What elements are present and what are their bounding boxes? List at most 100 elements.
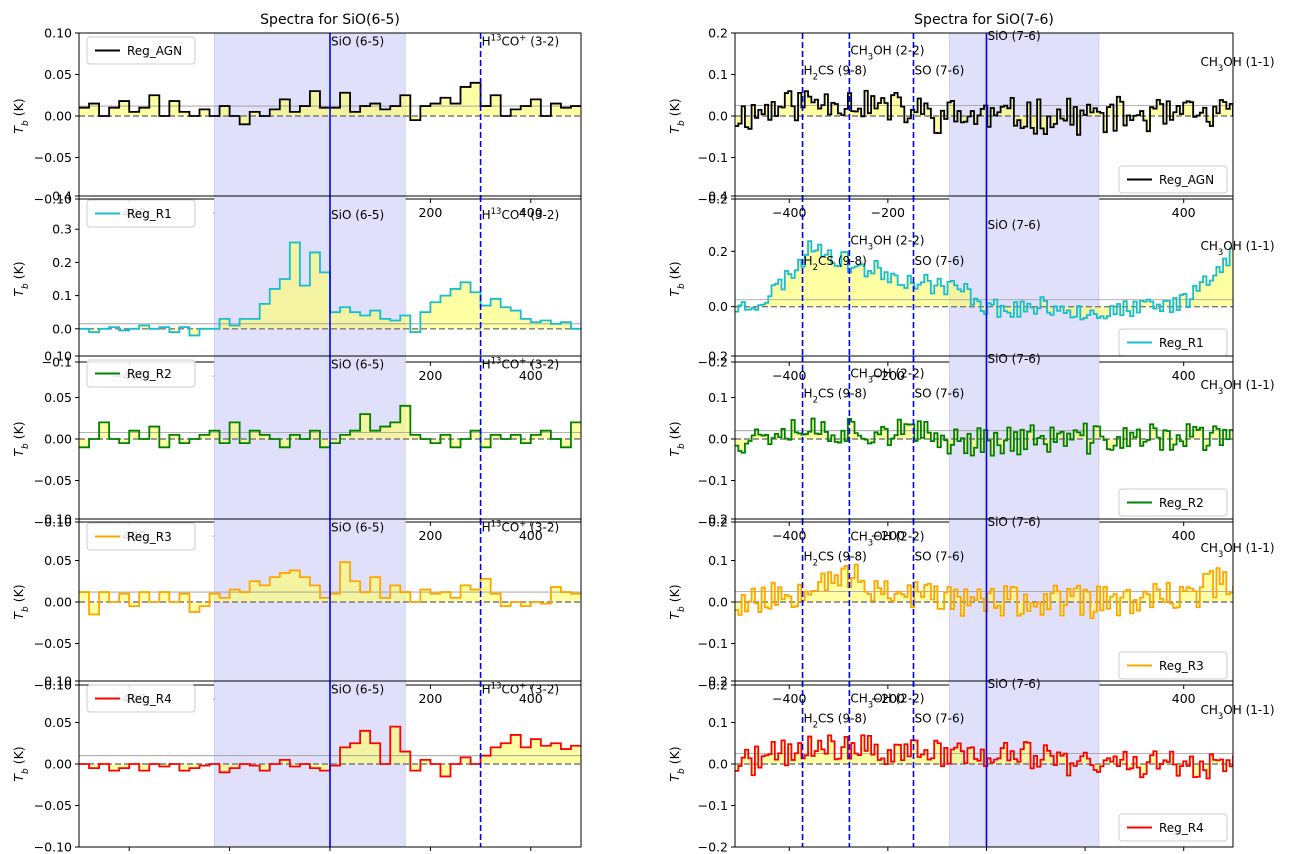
y-tick-label: −0.05 — [34, 473, 72, 488]
line-label: CH3OH (1-1) — [1200, 541, 1274, 560]
line-label: CH3OH (1-1) — [1200, 703, 1274, 722]
x-tick-label: 400 — [519, 368, 543, 383]
line-label: SiO (7-6) — [987, 218, 1040, 232]
legend-box — [86, 36, 196, 65]
y-tick-label: 0.1 — [708, 67, 728, 82]
legend: Reg_R3 — [1118, 651, 1228, 680]
legend-box — [86, 359, 196, 388]
y-tick-label: −0.05 — [34, 798, 72, 813]
spectrum-line — [79, 241, 581, 337]
panel-sio76-reg-agn: H2CS (9-8)CH3OH (2-2)SO (7-6) SiO (7-6) CH… — [667, 12, 1275, 220]
y-axis-label: Tb (K) — [11, 584, 31, 619]
line-label: SiO (6-5) — [331, 357, 384, 371]
spectrum-line — [735, 734, 1233, 780]
y-tick-label: 0.05 — [44, 553, 72, 568]
y-tick-label: −0.2 — [698, 678, 728, 693]
y-tick-label: 0.1 — [708, 390, 728, 405]
line-label: SiO (7-6) — [987, 515, 1040, 529]
legend-label: Reg_R2 — [127, 367, 172, 381]
y-tick-label: 0.2 — [708, 349, 728, 364]
x-tick-label: 200 — [418, 691, 442, 706]
line-label: H13CO+ (3-2) — [482, 33, 560, 48]
y-tick-label: −0.2 — [698, 192, 728, 207]
plot-area — [79, 356, 581, 522]
legend: Reg_R1 — [86, 199, 196, 228]
x-tick-label: −200 — [871, 205, 905, 220]
y-tick-label: 0.10 — [44, 674, 72, 689]
x-tick-label: −200 — [871, 691, 905, 706]
y-tick-label: −0.2 — [698, 840, 728, 854]
line-label: SiO (7-6) — [987, 29, 1040, 43]
line-label: H2CS (9-8) — [804, 387, 867, 406]
plot-area — [79, 681, 581, 847]
y-tick-label: 0.0 — [52, 321, 72, 336]
y-tick-label: 0.10 — [44, 26, 72, 41]
plot-area — [735, 356, 1233, 522]
legend-box — [1118, 813, 1228, 842]
x-tick-label: 400 — [1172, 368, 1196, 383]
line-label: CH3OH (1-1) — [1200, 55, 1274, 74]
panel-sio65-reg-agn: SiO (6-5) H13CO+ (3-2) 0.10 0.05 0.00 −0.05 −0… — [11, 12, 582, 220]
y-tick-label: 0.10 — [44, 349, 72, 364]
y-tick-label: −0.2 — [698, 355, 728, 370]
y-tick-label: 0.4 — [708, 189, 728, 204]
panel-sio76-reg-r2: H2CS (9-8)CH3OH (2-2)SO (7-6) SiO (7-6) CH… — [667, 349, 1275, 544]
y-axis-label: Tb (K) — [11, 261, 31, 296]
y-tick-label: 0.0 — [708, 432, 728, 447]
line-label: SO (7-6) — [914, 712, 964, 726]
spectrum-fill — [79, 726, 581, 777]
y-tick-label: 0.10 — [44, 512, 72, 527]
plot-area — [79, 519, 581, 685]
x-tick-label: −400 — [772, 368, 806, 383]
plot-area — [735, 681, 1233, 847]
y-tick-label: −0.2 — [698, 515, 728, 530]
y-tick-label: 0.0 — [708, 109, 728, 124]
y-tick-label: 0.2 — [52, 255, 72, 270]
spectrum-fill — [735, 90, 1233, 135]
legend-label: Reg_R2 — [1159, 496, 1204, 510]
line-label: SiO (6-5) — [331, 34, 384, 48]
legend-box — [1118, 488, 1228, 517]
line-label: SiO (6-5) — [331, 682, 384, 696]
legend-box — [86, 522, 196, 551]
y-axis-label: Tb (K) — [11, 98, 31, 133]
x-tick-label: 200 — [418, 368, 442, 383]
legend: Reg_R2 — [86, 359, 196, 388]
y-tick-label: 0.4 — [52, 189, 72, 204]
legend-label: Reg_R4 — [127, 692, 172, 706]
plot-area — [735, 519, 1233, 685]
y-tick-label: 0.0 — [708, 757, 728, 772]
y-tick-label: −0.1 — [42, 355, 72, 370]
spectrum-fill — [735, 564, 1233, 619]
y-tick-label: 0.0 — [708, 299, 728, 314]
y-tick-label: −0.10 — [34, 515, 72, 530]
y-tick-label: −0.1 — [698, 636, 728, 651]
legend-box — [1118, 651, 1228, 680]
y-tick-label: 0.05 — [44, 715, 72, 730]
spectrum-line — [735, 240, 1233, 321]
x-tick-label: 400 — [519, 691, 543, 706]
x-tick-label: 400 — [1172, 205, 1196, 220]
y-axis-label: Tb (K) — [11, 746, 31, 781]
line-label: CH3OH (2-2) — [850, 367, 924, 386]
line-label: SO (7-6) — [914, 64, 964, 78]
x-tick-label: 200 — [418, 205, 442, 220]
y-tick-label: 0.00 — [44, 757, 72, 772]
line-label: H13CO+ (3-2) — [482, 519, 560, 534]
plot-area — [735, 196, 1233, 362]
velocity-window — [949, 195, 1100, 363]
legend-label: Reg_R3 — [127, 530, 172, 544]
legend-box — [86, 199, 196, 228]
y-tick-label: 0.0 — [708, 595, 728, 610]
legend: Reg_R2 — [1118, 488, 1228, 517]
legend: Reg_AGN — [1118, 165, 1228, 194]
line-label: SO (7-6) — [914, 254, 964, 268]
line-label: CH3OH (2-2) — [850, 233, 924, 252]
plot-area — [79, 196, 581, 362]
legend-label: Reg_R1 — [1159, 336, 1204, 350]
plot-area — [735, 33, 1233, 199]
line-label: H2CS (9-8) — [804, 64, 867, 83]
y-tick-label: 0.00 — [44, 595, 72, 610]
plot-area — [79, 33, 581, 199]
panel-sio76-reg-r3: H2CS (9-8)CH3OH (2-2)SO (7-6) SiO (7-6) CH… — [667, 512, 1275, 707]
